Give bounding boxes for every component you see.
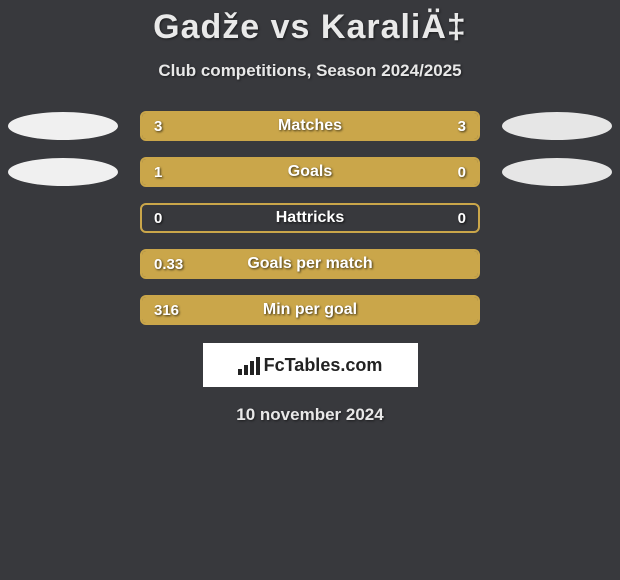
bar-fill-left <box>142 113 310 139</box>
bar-fill-left <box>142 297 478 323</box>
bar-track: Min per goal316 <box>140 295 480 325</box>
bar-track: Goals per match0.33 <box>140 249 480 279</box>
player-oval-right <box>502 112 612 140</box>
player-oval-left <box>8 112 118 140</box>
chart-row: Hattricks0 0 <box>0 203 620 233</box>
bar-value-left: 0 <box>154 205 162 231</box>
chart-row: Goals10 <box>0 157 620 187</box>
bar-track: Matches33 <box>140 111 480 141</box>
bars-icon-bar <box>250 361 254 375</box>
player-oval-right <box>502 158 612 186</box>
branding-box: FcTables.com <box>203 343 418 387</box>
page-title: Gadže vs KaraliÄ‡ <box>0 0 620 47</box>
comparison-chart: Matches33 Goals10 Hattricks0 0 Goals per mat… <box>0 111 620 325</box>
bar-track: Hattricks0 0 <box>140 203 480 233</box>
bar-value-right: 0 <box>458 205 466 231</box>
page-subtitle: Club competitions, Season 2024/2025 <box>0 61 620 81</box>
bar-fill-right <box>310 113 478 139</box>
chart-row: Goals per match0.33 <box>0 249 620 279</box>
footer-date: 10 november 2024 <box>0 405 620 425</box>
bar-fill-left <box>142 251 478 277</box>
bars-icon-bar <box>238 369 242 375</box>
bar-label: Hattricks <box>142 205 478 231</box>
bar-fill-right <box>401 159 478 185</box>
bars-icon-bar <box>256 357 260 375</box>
bar-track: Goals10 <box>140 157 480 187</box>
bar-fill-left <box>142 159 401 185</box>
chart-row: Min per goal316 <box>0 295 620 325</box>
bars-icon-bar <box>244 365 248 375</box>
bars-icon <box>238 355 260 375</box>
player-oval-left <box>8 158 118 186</box>
chart-row: Matches33 <box>0 111 620 141</box>
branding-text: FcTables.com <box>264 355 383 376</box>
